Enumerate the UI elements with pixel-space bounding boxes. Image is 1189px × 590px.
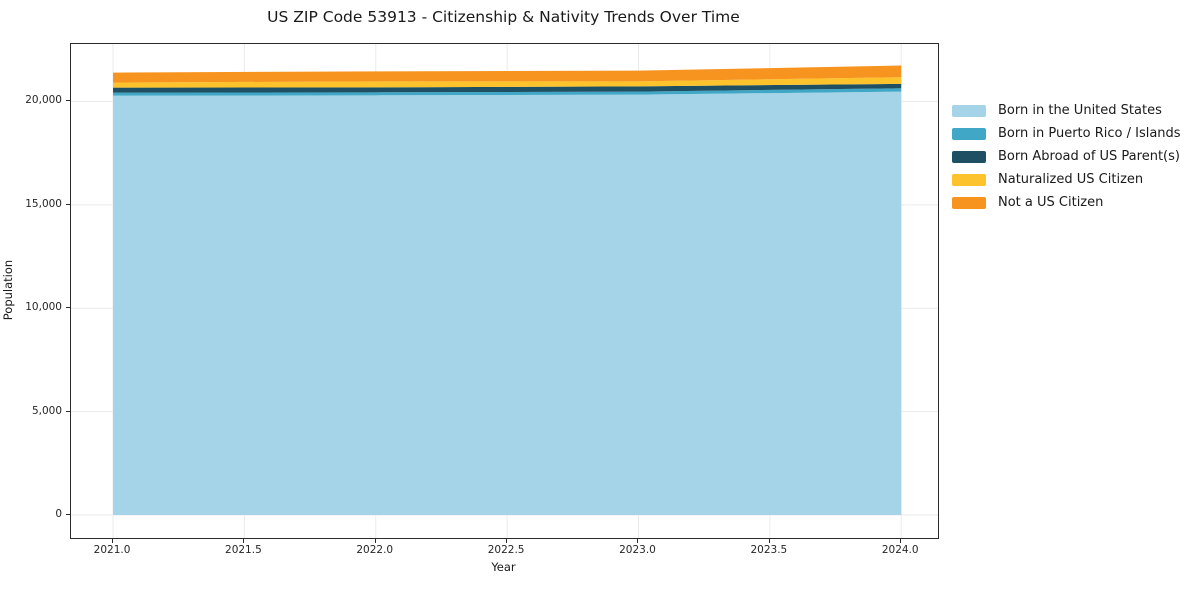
tick-mark — [768, 539, 770, 543]
y-tick-label: 10,000 — [25, 301, 62, 314]
tick-mark — [112, 539, 114, 543]
tick-mark — [637, 539, 639, 543]
area-series-1 — [113, 88, 902, 96]
x-tick-label: 2022.5 — [487, 544, 525, 556]
y-tick-label: 5,000 — [31, 404, 62, 417]
x-tick-label: 2024.0 — [881, 544, 919, 556]
area-series-3 — [113, 77, 902, 88]
tick-mark — [66, 410, 70, 412]
legend-label: Born Abroad of US Parent(s) — [998, 149, 1180, 164]
legend-swatch — [952, 150, 986, 163]
legend: Born in the United States Born in Puerto … — [952, 103, 1181, 210]
tick-mark — [243, 539, 245, 543]
legend-item: Naturalized US Citizen — [952, 172, 1181, 187]
tick-mark — [374, 539, 376, 543]
area-series-0 — [113, 91, 902, 516]
x-tick-label: 2021.0 — [93, 544, 131, 556]
x-tick-label: 2023.0 — [619, 544, 656, 556]
tick-mark — [66, 100, 70, 102]
legend-label: Born in the United States — [998, 103, 1162, 118]
legend-swatch — [952, 104, 986, 117]
legend-item: Not a US Citizen — [952, 195, 1181, 210]
plot-area — [70, 43, 939, 539]
legend-swatch — [952, 196, 986, 209]
tick-mark — [506, 539, 508, 543]
y-tick-label: 15,000 — [25, 197, 62, 210]
area-series-4 — [113, 65, 902, 83]
tick-mark — [900, 539, 902, 543]
y-tick-label: 20,000 — [25, 94, 62, 107]
x-tick-label: 2021.5 — [225, 544, 262, 556]
stacked-area-chart — [71, 44, 938, 538]
chart-title: US ZIP Code 53913 - Citizenship & Nativi… — [267, 8, 740, 26]
tick-mark — [66, 514, 70, 515]
x-axis-label: Year — [491, 560, 516, 574]
legend-item: Born in Puerto Rico / Islands — [952, 126, 1181, 141]
legend-label: Naturalized US Citizen — [998, 172, 1144, 187]
x-tick-label: 2023.5 — [750, 544, 788, 556]
legend-item: Born in the United States — [952, 103, 1181, 118]
legend-label: Born in Puerto Rico / Islands — [998, 126, 1181, 141]
x-tick-label: 2022.0 — [356, 544, 394, 556]
legend-swatch — [952, 127, 986, 140]
legend-item: Born Abroad of US Parent(s) — [952, 149, 1181, 164]
legend-label: Not a US Citizen — [998, 195, 1104, 210]
tick-mark — [66, 203, 70, 205]
area-series-2 — [113, 83, 902, 93]
y-tick-label: 0 — [55, 508, 62, 520]
tick-mark — [66, 307, 70, 309]
legend-swatch — [952, 173, 986, 186]
